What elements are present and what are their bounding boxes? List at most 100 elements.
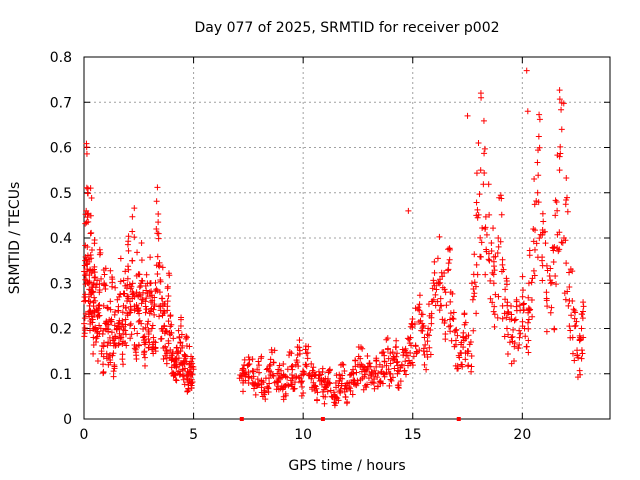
- data-point: [83, 144, 90, 151]
- x-tick-label: 20: [513, 427, 531, 443]
- data-point: [294, 352, 301, 359]
- data-point: [136, 310, 143, 317]
- data-point: [100, 361, 107, 368]
- data-point: [475, 139, 482, 146]
- data-point: [474, 214, 481, 221]
- data-point: [579, 350, 586, 357]
- data-point: [482, 213, 489, 220]
- data-point: [157, 278, 164, 285]
- data-point: [324, 388, 331, 395]
- data-point: [375, 370, 382, 377]
- data-point: [160, 356, 167, 363]
- data-point: [91, 269, 98, 276]
- data-point: [166, 272, 173, 279]
- data-point: [152, 279, 159, 286]
- data-point: [578, 355, 585, 362]
- data-point: [346, 372, 353, 379]
- data-point: [566, 323, 573, 330]
- data-point: [443, 302, 450, 309]
- data-point: [155, 230, 162, 237]
- data-point: [303, 350, 310, 357]
- data-point: [263, 366, 270, 373]
- data-point: [379, 363, 386, 370]
- plot-frame: [83, 56, 611, 420]
- data-point: [337, 386, 344, 393]
- data-point: [299, 368, 306, 375]
- data-point: [258, 378, 265, 385]
- data-point: [536, 235, 543, 242]
- y-tick-label: 0.7: [50, 95, 72, 111]
- data-point: [560, 100, 567, 107]
- data-point: [451, 329, 458, 336]
- data-point: [109, 283, 116, 290]
- y-tick-label: 0.6: [50, 141, 72, 157]
- data-point: [112, 342, 119, 349]
- data-point: [426, 312, 433, 319]
- data-point: [491, 323, 498, 330]
- data-point: [531, 246, 538, 253]
- data-point: [266, 380, 273, 387]
- data-point: [120, 361, 127, 368]
- data-point: [322, 384, 329, 391]
- data-point: [119, 309, 126, 316]
- data-point: [164, 283, 171, 290]
- data-point: [376, 378, 383, 385]
- data-point: [310, 379, 317, 386]
- data-point: [364, 381, 371, 388]
- data-point: [374, 383, 381, 390]
- data-point: [364, 352, 371, 359]
- data-point: [161, 322, 168, 329]
- data-point: [293, 373, 300, 380]
- data-point: [110, 368, 117, 375]
- data-point: [499, 261, 506, 268]
- data-point: [360, 386, 367, 393]
- data-point: [492, 253, 499, 260]
- data-point: [184, 388, 191, 395]
- data-point: [416, 307, 423, 314]
- data-point: [473, 310, 480, 317]
- data-point: [559, 239, 566, 246]
- data-point: [140, 334, 147, 341]
- data-point: [512, 316, 519, 323]
- data-point: [520, 307, 527, 314]
- data-point: [529, 313, 536, 320]
- data-point: [497, 192, 504, 199]
- data-point: [444, 267, 451, 274]
- data-point: [477, 90, 484, 97]
- data-point: [266, 375, 273, 382]
- data-point: [388, 377, 395, 384]
- data-point: [258, 355, 265, 362]
- data-point: [434, 255, 441, 262]
- data-point: [327, 387, 334, 394]
- data-point: [386, 370, 393, 377]
- data-point: [421, 334, 428, 341]
- data-point: [267, 356, 274, 363]
- data-point: [499, 315, 506, 322]
- data-point: [503, 325, 510, 332]
- data-point: [490, 308, 497, 315]
- data-point: [125, 247, 132, 254]
- data-point: [547, 280, 554, 287]
- data-point: [246, 356, 253, 363]
- data-point: [87, 230, 94, 237]
- data-point: [129, 280, 136, 287]
- data-point: [86, 279, 93, 286]
- data-point: [326, 380, 333, 387]
- data-point: [175, 355, 182, 362]
- data-point: [565, 302, 572, 309]
- data-point: [326, 366, 333, 373]
- data-point: [255, 362, 262, 369]
- data-point: [315, 375, 322, 382]
- data-point: [85, 190, 92, 197]
- data-point: [145, 336, 152, 343]
- data-point: [299, 378, 306, 385]
- data-point: [176, 334, 183, 341]
- data-point: [81, 330, 88, 337]
- data-point: [385, 366, 392, 373]
- data-point: [129, 257, 136, 264]
- data-point: [99, 331, 106, 338]
- data-point: [177, 339, 184, 346]
- data-point: [503, 278, 510, 285]
- data-point: [260, 387, 267, 394]
- data-point: [449, 315, 456, 322]
